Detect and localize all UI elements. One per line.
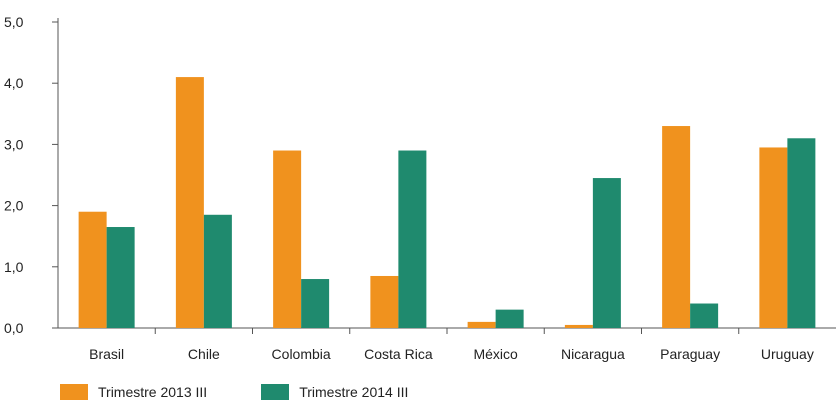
x-tick-label: Costa Rica — [364, 346, 433, 362]
y-tick-label: 1,0 — [4, 259, 24, 275]
bar — [662, 126, 691, 328]
bar — [301, 279, 330, 328]
bar — [467, 321, 496, 328]
y-tick-label: 5,0 — [4, 14, 24, 30]
legend-swatch-2014 — [261, 384, 290, 400]
x-tick-label: Paraguay — [660, 346, 720, 362]
chart-legend: Trimestre 2013 III Trimestre 2014 III — [60, 384, 462, 400]
x-tick-label: Colombia — [272, 346, 331, 362]
bar-chart: 0,0 1,0 2,0 3,0 4,0 5,0 Brasil Chile Colombia Co… — [4, 14, 836, 362]
bar — [495, 309, 524, 328]
chart-bars — [78, 77, 816, 328]
bar — [592, 178, 621, 328]
legend-item-2014: Trimestre 2014 III — [261, 384, 408, 400]
x-tick-label: México — [473, 346, 518, 362]
bar — [273, 150, 302, 328]
bar — [175, 77, 204, 328]
bar — [398, 150, 427, 328]
bar — [106, 227, 135, 328]
bar — [564, 324, 593, 328]
x-tick-label: Uruguay — [761, 346, 814, 362]
bar — [203, 214, 232, 328]
y-tick-label: 2,0 — [4, 198, 24, 214]
x-tick-label: Chile — [188, 346, 220, 362]
legend-item-2013: Trimestre 2013 III — [60, 384, 207, 400]
bar — [787, 138, 816, 328]
y-tick-label: 3,0 — [4, 136, 24, 152]
bar — [370, 275, 399, 328]
chart-labels: Brasil Chile Colombia Costa Rica México Nicar… — [89, 346, 814, 362]
legend-swatch-2013 — [60, 384, 88, 400]
bar — [759, 147, 788, 328]
y-tick-label: 4,0 — [4, 75, 24, 91]
y-tick-label: 0,0 — [4, 320, 24, 336]
bar — [690, 303, 719, 328]
legend-label-2013: Trimestre 2013 III — [98, 384, 208, 400]
x-tick-label: Nicaragua — [561, 346, 625, 362]
x-tick-label: Brasil — [89, 346, 124, 362]
legend-label-2014: Trimestre 2014 III — [299, 384, 409, 400]
bar — [78, 211, 107, 328]
